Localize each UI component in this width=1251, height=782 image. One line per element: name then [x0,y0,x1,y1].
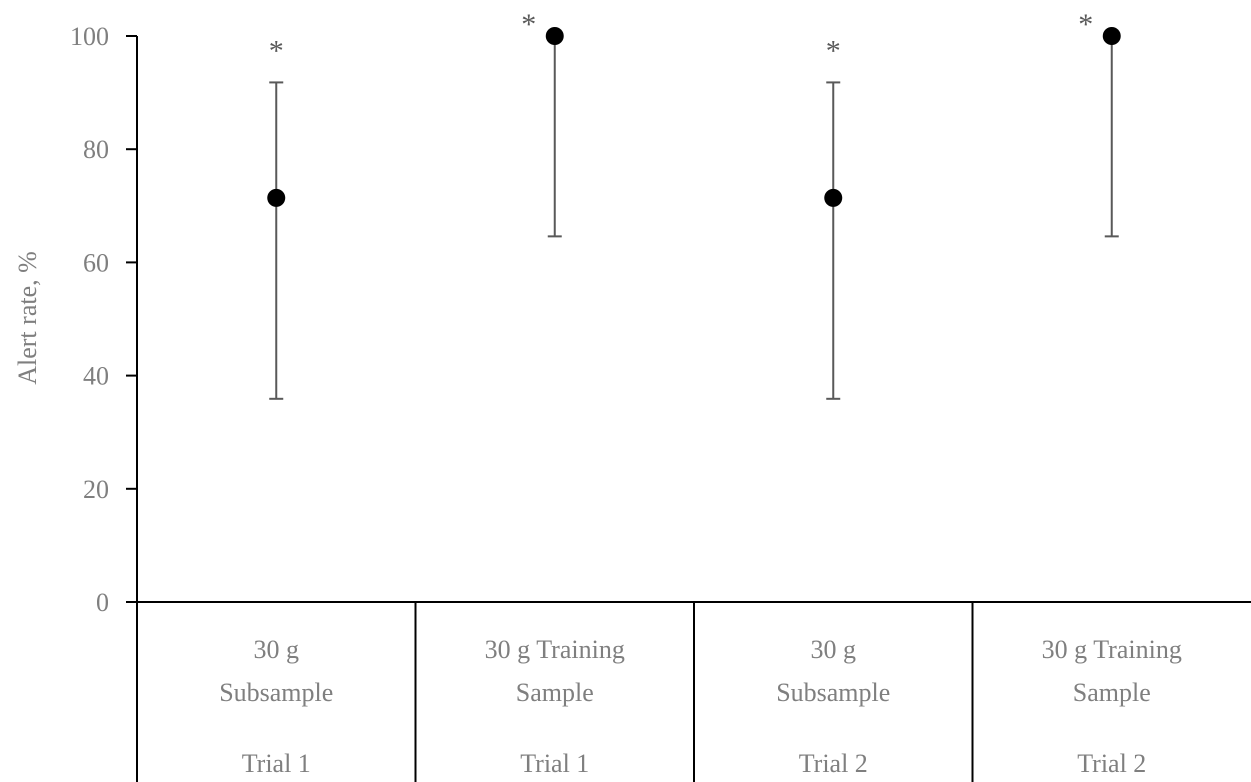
y-tick-label: 20 [83,475,109,504]
category-label-line1: 30 g Training [485,635,625,664]
significance-marker: * [826,34,841,67]
category-group-label: Trial 1 [242,749,311,778]
significance-marker: * [521,8,536,41]
category-label-line2: Sample [1073,678,1151,707]
category-group-label: Trial 2 [799,749,868,778]
category-group-label: Trial 2 [1077,749,1146,778]
axes [136,36,1251,782]
y-tick-label: 100 [70,22,109,51]
data-point [1102,27,1121,45]
category-label-line1: 30 g [254,635,300,664]
x-category-labels: 30 g Subsample Trial 1 30 g Training Sample T… [219,635,1182,778]
y-tick-label: 60 [83,248,109,277]
y-tick-label: 0 [96,588,109,617]
data-point [824,188,843,207]
category-label-line2: Subsample [776,678,890,707]
significance-marker: * [269,34,284,67]
y-tick-label: 80 [83,135,109,164]
data-point [267,188,286,207]
data-point [545,27,564,45]
significance-marker: * [1078,8,1093,41]
data-marks: * * * * [267,8,1121,400]
category-group-label: Trial 1 [520,749,589,778]
category-label-line2: Subsample [219,678,333,707]
category-label-line2: Sample [516,678,594,707]
category-label-line1: 30 g [811,635,857,664]
y-tick-label: 40 [83,362,109,391]
y-axis-title: Alert rate, % [13,251,42,385]
category-label-line1: 30 g Training [1042,635,1182,664]
y-ticks: 0 20 40 60 80 100 [70,22,137,617]
